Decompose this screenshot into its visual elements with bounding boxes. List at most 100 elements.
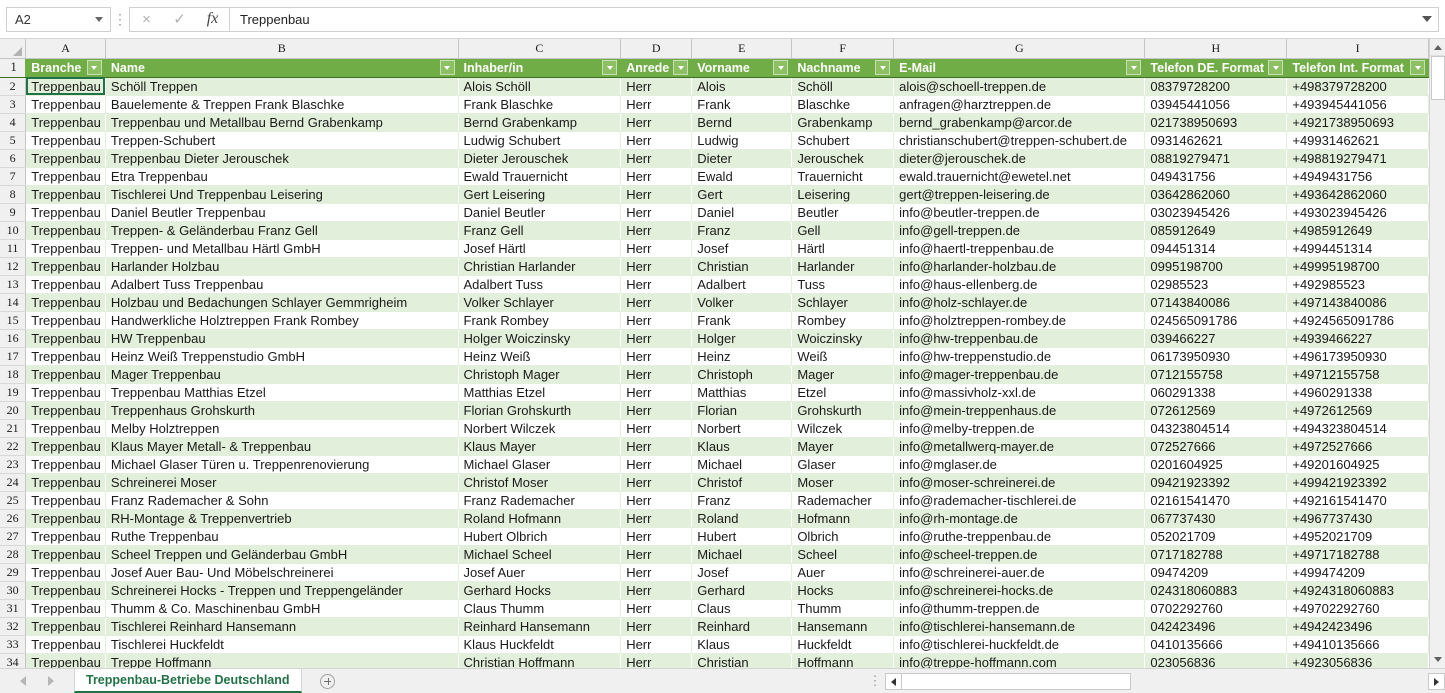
cell-A17[interactable]: Treppenbau [25,347,106,366]
row-number[interactable]: 7 [0,167,27,186]
row-number[interactable]: 29 [0,563,27,582]
cell-F21[interactable]: Wilczek [791,419,895,438]
previous-sheet-icon[interactable] [20,676,26,686]
cell-C13[interactable]: Adalbert Tuss [458,275,622,294]
cell-G34[interactable]: info@treppe-hoffmann.com [893,653,1146,668]
row-number[interactable]: 6 [0,149,27,168]
cell-H28[interactable]: 0717182788 [1144,545,1288,564]
cell-B20[interactable]: Treppenhaus Grohskurth [105,401,459,420]
cell-H11[interactable]: 094451314 [1144,239,1288,258]
cell-G16[interactable]: info@hw-treppenbau.de [893,329,1146,348]
cell-G10[interactable]: info@gell-treppen.de [893,221,1146,240]
table-header-cell-b[interactable]: Name [105,58,459,78]
cell-I8[interactable]: +493642862060 [1286,185,1429,204]
filter-dropdown-icon[interactable] [602,60,618,75]
chevron-down-icon[interactable] [95,16,103,22]
cell-B16[interactable]: HW Treppenbau [105,329,459,348]
cell-E34[interactable]: Christian [691,653,793,668]
cell-C10[interactable]: Franz Gell [458,221,622,240]
row-number[interactable]: 10 [0,221,27,240]
cell-C12[interactable]: Christian Harlander [458,257,622,276]
row-number[interactable]: 30 [0,581,27,600]
cell-D12[interactable]: Herr [620,257,693,276]
vertical-scroll-thumb[interactable] [1431,56,1445,100]
cell-C4[interactable]: Bernd Grabenkamp [458,113,622,132]
row-number[interactable]: 34 [0,653,27,668]
cell-E4[interactable]: Bernd [691,113,793,132]
cell-G24[interactable]: info@moser-schreinerei.de [893,473,1146,492]
cell-E26[interactable]: Roland [691,509,793,528]
column-header-g[interactable]: G [893,39,1146,59]
cell-D24[interactable]: Herr [620,473,693,492]
cell-A34[interactable]: Treppenbau [25,653,106,668]
cell-D33[interactable]: Herr [620,635,693,654]
cell-G3[interactable]: anfragen@harztreppen.de [893,95,1146,114]
cell-H23[interactable]: 0201604925 [1144,455,1288,474]
cell-B18[interactable]: Mager Treppenbau [105,365,459,384]
cell-C11[interactable]: Josef Härtl [458,239,622,258]
column-header-b[interactable]: B [105,39,459,59]
cell-C7[interactable]: Ewald Trauernicht [458,167,622,186]
cell-E30[interactable]: Gerhard [691,581,793,600]
cell-G25[interactable]: info@rademacher-tischlerei.de [893,491,1146,510]
cell-F23[interactable]: Glaser [791,455,895,474]
cell-A15[interactable]: Treppenbau [25,311,106,330]
cell-D23[interactable]: Herr [620,455,693,474]
cell-E23[interactable]: Michael [691,455,793,474]
cell-B22[interactable]: Klaus Mayer Metall- & Treppenbau [105,437,459,456]
cell-B13[interactable]: Adalbert Tuss Treppenbau [105,275,459,294]
cell-A19[interactable]: Treppenbau [25,383,106,402]
row-number[interactable]: 18 [0,365,27,384]
cell-E20[interactable]: Florian [691,401,793,420]
cell-B14[interactable]: Holzbau und Bedachungen Schlayer Gemmrig… [105,293,459,312]
cell-B34[interactable]: Treppe Hoffmann [105,653,459,668]
cell-B3[interactable]: Bauelemente & Treppen Frank Blaschke [105,95,459,114]
cell-G6[interactable]: dieter@jerouschek.de [893,149,1146,168]
row-number[interactable]: 22 [0,437,27,456]
cell-F13[interactable]: Tuss [791,275,895,294]
cell-A7[interactable]: Treppenbau [25,167,106,186]
cell-I27[interactable]: +4952021709 [1286,527,1429,546]
cell-C9[interactable]: Daniel Beutler [458,203,622,222]
cell-E18[interactable]: Christoph [691,365,793,384]
cell-G32[interactable]: info@tischlerei-hansemann.de [893,617,1146,636]
cell-H13[interactable]: 02985523 [1144,275,1288,294]
cell-B7[interactable]: Etra Treppenbau [105,167,459,186]
cell-I4[interactable]: +4921738950693 [1286,113,1429,132]
cell-C27[interactable]: Hubert Olbrich [458,527,622,546]
cell-C19[interactable]: Matthias Etzel [458,383,622,402]
cell-H6[interactable]: 08819279471 [1144,149,1288,168]
cell-G18[interactable]: info@mager-treppenbau.de [893,365,1146,384]
cell-E2[interactable]: Alois [691,77,793,96]
cell-B10[interactable]: Treppen- & Geländerbau Franz Gell [105,221,459,240]
cell-F30[interactable]: Hocks [791,581,895,600]
cell-C21[interactable]: Norbert Wilczek [458,419,622,438]
row-number[interactable]: 1 [0,58,27,78]
cell-B29[interactable]: Josef Auer Bau- Und Möbelschreinerei [105,563,459,582]
cell-A31[interactable]: Treppenbau [25,599,106,618]
cell-I5[interactable]: +49931462621 [1286,131,1429,150]
cell-H17[interactable]: 06173950930 [1144,347,1288,366]
column-header-h[interactable]: H [1144,39,1288,59]
cell-B24[interactable]: Schreinerei Moser [105,473,459,492]
cell-H24[interactable]: 09421923392 [1144,473,1288,492]
cell-A23[interactable]: Treppenbau [25,455,106,474]
cell-I9[interactable]: +493023945426 [1286,203,1429,222]
filter-dropdown-icon[interactable] [439,60,455,75]
cell-I17[interactable]: +496173950930 [1286,347,1429,366]
cell-D16[interactable]: Herr [620,329,693,348]
cell-H21[interactable]: 04323804514 [1144,419,1288,438]
cell-F27[interactable]: Olbrich [791,527,895,546]
row-number[interactable]: 11 [0,239,27,258]
cell-F6[interactable]: Jerouschek [791,149,895,168]
cell-D14[interactable]: Herr [620,293,693,312]
cell-H7[interactable]: 049431756 [1144,167,1288,186]
cell-E29[interactable]: Josef [691,563,793,582]
cell-I22[interactable]: +4972527666 [1286,437,1429,456]
cell-B23[interactable]: Michael Glaser Türen u. Treppenrenovieru… [105,455,459,474]
cell-I10[interactable]: +4985912649 [1286,221,1429,240]
cell-I30[interactable]: +4924318060883 [1286,581,1429,600]
cell-G21[interactable]: info@melby-treppen.de [893,419,1146,438]
cell-C29[interactable]: Josef Auer [458,563,622,582]
cell-E13[interactable]: Adalbert [691,275,793,294]
